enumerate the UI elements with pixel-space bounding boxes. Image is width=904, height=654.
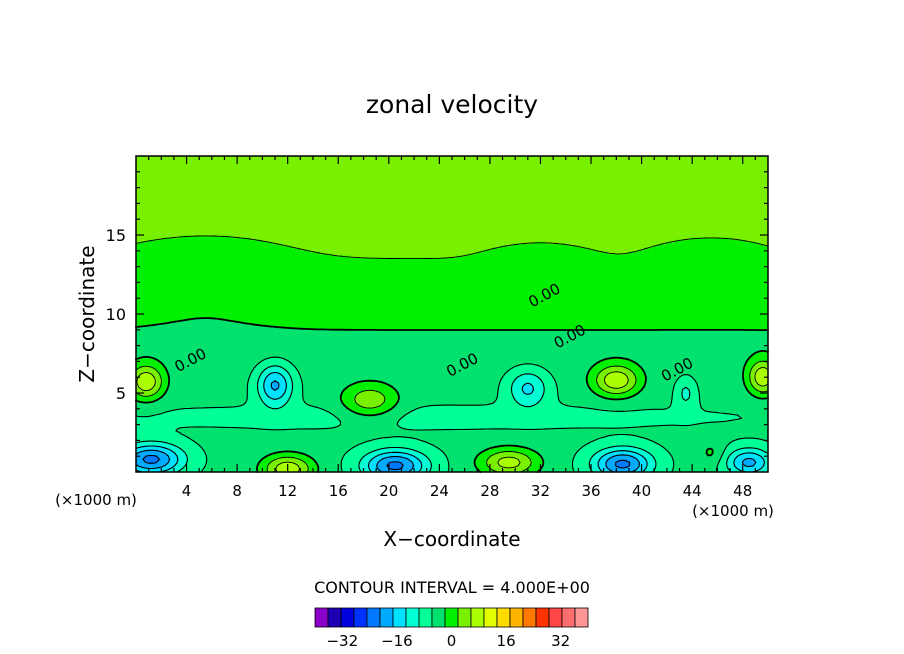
y-tick-label: 10 <box>106 305 126 324</box>
y-tick-labels: 5 10 15 <box>106 226 126 403</box>
contour-level-0 <box>135 317 769 473</box>
x-tick-label: 28 <box>480 482 499 500</box>
plot-area: 0.000.000.000.000.00 <box>135 155 769 473</box>
x-tick-label: 12 <box>278 482 297 500</box>
colorbar-cell <box>535 607 550 628</box>
colorbar-cell <box>522 607 537 628</box>
x-tick-label: 44 <box>683 482 702 500</box>
x-axis-label: X−coordinate <box>383 527 520 551</box>
colorbar-cell <box>574 607 589 628</box>
x-unit-right: (×1000 m) <box>692 502 774 520</box>
colorbar-cell <box>457 607 472 628</box>
colorbar-cell <box>431 607 446 628</box>
x-unit-left: (×1000 m) <box>55 491 137 509</box>
colorbar-cell <box>548 607 563 628</box>
x-tick-label: 32 <box>531 482 550 500</box>
colorbar-tick-labels: −32 −16 0 16 32 <box>326 632 570 650</box>
colorbar-cell <box>340 607 355 628</box>
y-axis-label: Z−coordinate <box>75 245 99 382</box>
x-tick-label: 16 <box>329 482 348 500</box>
contour-level-neg8 <box>135 365 769 473</box>
x-tick-label: 8 <box>232 482 242 500</box>
x-tick-label: 24 <box>430 482 449 500</box>
colorbar-cell <box>392 607 407 628</box>
contour-interval-text: CONTOUR INTERVAL = 4.000E+00 <box>314 578 590 597</box>
colorbar-cell <box>418 607 433 628</box>
x-tick-label: 4 <box>182 482 192 500</box>
contour-level-4 <box>135 235 769 473</box>
velocity-field <box>136 156 768 472</box>
colorbar-cell <box>483 607 498 628</box>
colorbar-tick-label: 0 <box>447 632 457 650</box>
colorbar-cell <box>561 607 576 628</box>
colorbar-cell <box>327 607 342 628</box>
axis-ticks <box>136 156 768 472</box>
x-tick-label: 40 <box>632 482 651 500</box>
contour-level-neg16 <box>135 380 757 473</box>
contour-level-8 <box>136 367 769 473</box>
contour-lines <box>135 235 769 473</box>
colorbar-cell <box>496 607 511 628</box>
x-tick-label: 48 <box>733 482 752 500</box>
colorbar-cell <box>353 607 368 628</box>
colorbar-cell <box>509 607 524 628</box>
colorbar-tick-label: −16 <box>381 632 413 650</box>
colorbar-cell <box>405 607 420 628</box>
contour-level-neg4 <box>135 356 769 473</box>
colorbar-cell <box>379 607 394 628</box>
colorbar-cell <box>366 607 381 628</box>
x-tick-label: 36 <box>581 482 600 500</box>
y-tick-label: 5 <box>116 384 126 403</box>
colorbar-tick-label: −32 <box>326 632 358 650</box>
colorbar-tick-label: 32 <box>551 632 570 650</box>
colorbar-cell <box>470 607 485 628</box>
x-tick-labels: 4 8 12 16 20 24 28 32 36 40 44 48 <box>182 482 752 500</box>
colorbar-cell <box>314 607 329 628</box>
colorbar-cell <box>444 607 459 628</box>
colorbar-tick-label: 16 <box>497 632 516 650</box>
x-tick-label: 20 <box>379 482 398 500</box>
chart-title: zonal velocity <box>366 90 538 119</box>
colorbar <box>314 607 589 628</box>
y-tick-label: 15 <box>106 226 126 245</box>
